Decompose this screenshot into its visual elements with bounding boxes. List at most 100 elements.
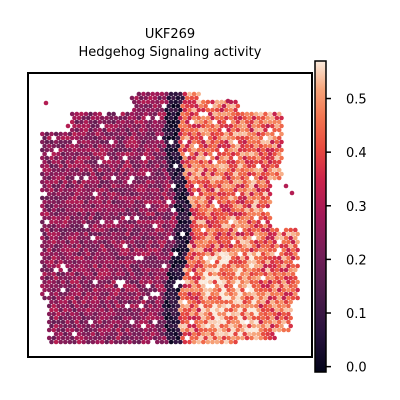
spot [152, 175, 158, 181]
spot [102, 127, 107, 133]
spot [281, 255, 287, 261]
spot [155, 91, 160, 97]
spot [242, 235, 247, 241]
spot [283, 243, 289, 249]
spot [74, 199, 80, 205]
spot [253, 327, 259, 333]
spot [60, 279, 66, 285]
spot [115, 135, 121, 141]
spot [201, 339, 206, 345]
spot [219, 187, 224, 193]
spot [189, 207, 195, 213]
spot [247, 163, 252, 169]
spot [270, 331, 275, 337]
spot [180, 127, 185, 133]
spot [187, 147, 192, 153]
spot [240, 207, 245, 213]
spot [63, 331, 68, 337]
spot [175, 335, 181, 341]
spot [251, 291, 257, 297]
spot [178, 315, 183, 321]
spot [247, 195, 252, 201]
spot [233, 147, 238, 153]
spot [143, 159, 149, 165]
spot [99, 203, 105, 209]
spot [205, 147, 211, 153]
spot [155, 275, 160, 281]
spot [198, 239, 204, 245]
spot [67, 187, 73, 193]
spot [69, 231, 75, 237]
spot [203, 159, 208, 165]
spot [214, 139, 220, 145]
spot [58, 219, 63, 225]
spot [51, 295, 57, 301]
spot [205, 99, 211, 105]
spot [92, 239, 98, 245]
spot [205, 259, 211, 265]
spot [138, 263, 144, 269]
spot [97, 279, 103, 285]
spot [69, 111, 75, 117]
spot [270, 171, 275, 177]
spot [136, 163, 142, 169]
spot [83, 295, 89, 301]
spot [187, 259, 192, 265]
spot [217, 183, 222, 189]
spot [120, 295, 126, 301]
spot [76, 243, 82, 249]
spot [79, 295, 84, 301]
spot [173, 315, 178, 321]
spot [205, 219, 211, 225]
spot [173, 307, 178, 313]
spot [109, 307, 114, 313]
spot [81, 131, 86, 137]
spot [92, 135, 98, 141]
spot [67, 203, 73, 209]
spot [226, 159, 231, 165]
spot [65, 167, 70, 173]
spot [118, 227, 123, 233]
spot [129, 151, 135, 157]
spot [249, 335, 254, 341]
spot [134, 191, 139, 197]
spot [175, 199, 181, 205]
spot [237, 115, 243, 121]
spot [143, 199, 149, 205]
spot [58, 331, 63, 337]
spot [72, 187, 77, 193]
spot [274, 243, 280, 249]
spot [141, 123, 146, 129]
spot [60, 143, 66, 149]
spot [289, 190, 295, 196]
spot [217, 319, 222, 325]
spot [58, 315, 63, 321]
spot [138, 311, 144, 317]
spot [191, 219, 197, 225]
spot [127, 139, 132, 145]
colorbar-tick-label: 0.1 [346, 307, 367, 322]
spot [242, 251, 247, 257]
spot [237, 283, 243, 289]
spot [207, 239, 213, 245]
spot [53, 315, 59, 321]
spot [281, 311, 287, 317]
spot [67, 291, 73, 297]
spot [127, 267, 132, 273]
spot [79, 151, 84, 157]
spot [184, 223, 190, 229]
spot [56, 159, 61, 165]
spot [191, 163, 197, 169]
spot [159, 179, 165, 185]
spot [168, 219, 174, 225]
spot [260, 235, 266, 241]
spot [201, 107, 206, 113]
spot [173, 131, 178, 137]
spot [161, 287, 167, 293]
spot [182, 187, 188, 193]
spot [168, 147, 174, 153]
spot [274, 259, 280, 265]
spot [134, 207, 139, 213]
spot [118, 115, 123, 121]
spot [104, 171, 109, 177]
